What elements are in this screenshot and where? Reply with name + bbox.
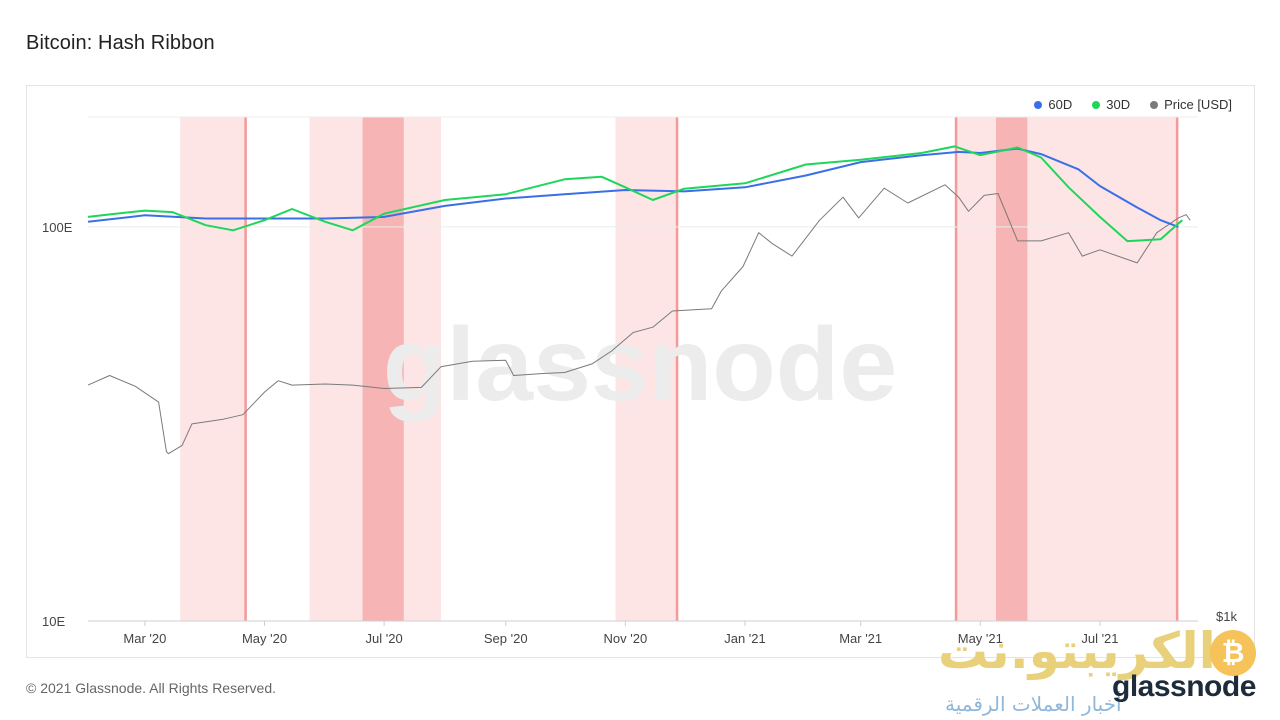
series-line-30d — [87, 145, 1183, 243]
x-tick-label-2: Jul '20 — [366, 631, 403, 646]
chart-title: Bitcoin: Hash Ribbon — [26, 32, 215, 54]
legend-dot-30d — [1092, 100, 1101, 109]
axes: Mar '20 May '20 Jul '20 Sep '20 Nov '20 Jan '… — [42, 220, 1237, 646]
capitulation-band-0 — [180, 117, 247, 621]
x-tick-label-1: May '20 — [242, 631, 287, 646]
capitulation-dark-band-0 — [362, 117, 404, 621]
x-tick-label-8: Jul '21 — [1081, 631, 1118, 646]
copyright-footer: © 2021 Glassnode. All Rights Reserved. — [26, 680, 277, 696]
capitulation-band-3 — [954, 117, 1179, 621]
legend-label-30d: 30D — [1106, 97, 1131, 112]
x-tick-label-6: Mar '21 — [839, 631, 882, 646]
x-tick-label-4: Nov '20 — [604, 631, 648, 646]
x-tick-label-5: Jan '21 — [724, 631, 766, 646]
arabic-watermark: الكريبتو.نت — [938, 622, 1216, 680]
capitulation-start-marker-3 — [954, 117, 958, 621]
bitcoin-icon: ₿ — [1210, 630, 1256, 676]
legend-dot-60d — [1034, 100, 1043, 109]
legend-dot-price — [1150, 100, 1159, 109]
legend-item-30d[interactable]: 30D — [1092, 97, 1130, 112]
arabic-subtitle-watermark: أخبار العملات الرقمية — [945, 692, 1122, 716]
legend-label-price: Price [USD] — [1164, 97, 1232, 112]
legend-item-60d[interactable]: 60D — [1034, 97, 1072, 112]
x-tick-label-0: Mar '20 — [123, 631, 166, 646]
capitulation-bands — [180, 117, 1179, 621]
x-tick-label-3: Sep '20 — [484, 631, 528, 646]
capitulation-end-marker-3 — [1175, 117, 1179, 621]
y-left-tick-label-1: 100E — [42, 220, 73, 235]
legend-item-price[interactable]: Price [USD] — [1150, 97, 1232, 112]
capitulation-band-2 — [615, 117, 679, 621]
glassnode-watermark: glassnode — [383, 307, 897, 423]
legend: 60D 30D Price [USD] — [1034, 97, 1232, 112]
capitulation-end-marker-2 — [675, 117, 679, 621]
capitulation-dark-band-1 — [996, 117, 1028, 621]
y-right-tick-label-0: $1k — [1216, 609, 1237, 624]
x-tick-label-7: May '21 — [958, 631, 1003, 646]
capitulation-end-marker-0 — [244, 117, 247, 621]
y-left-tick-label-0: 10E — [42, 614, 65, 629]
series-lines — [87, 145, 1191, 455]
series-line-price-usd — [87, 184, 1191, 455]
legend-label-60d: 60D — [1048, 97, 1073, 112]
